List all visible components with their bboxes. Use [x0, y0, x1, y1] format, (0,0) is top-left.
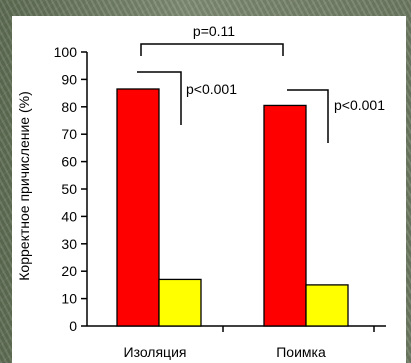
y-axis: 0 10 20 30 40 50 60 70 80 90 100 — [54, 44, 386, 334]
bar-1-1 — [116, 88, 160, 327]
y-tick-label: 50 — [61, 181, 77, 197]
bars — [116, 88, 349, 327]
y-axis-label: Корректное причисление (%) — [16, 91, 32, 280]
bar-2-1 — [263, 104, 307, 327]
bracket-group-1 — [137, 71, 182, 125]
bar-2-2 — [305, 284, 349, 327]
p-value-group-2: p<0.001 — [334, 97, 385, 113]
x-axis-labels: Изоляция Поимка — [124, 344, 326, 360]
p-value-group-1: p<0.001 — [186, 81, 237, 97]
y-tick-label: 30 — [61, 236, 77, 252]
y-tick-label: 70 — [61, 126, 77, 142]
y-tick-label: 60 — [61, 154, 77, 170]
x-tick-label: Поимка — [276, 344, 326, 360]
bracket-between-groups — [140, 43, 284, 56]
significance-brackets: p=0.11 p<0.001 p<0.001 — [137, 23, 385, 143]
y-tick-label: 20 — [61, 263, 77, 279]
y-tick-label: 10 — [61, 291, 77, 307]
x-tick-label: Изоляция — [124, 344, 187, 360]
p-value-between-groups: p=0.11 — [193, 23, 235, 39]
bracket-group-2 — [287, 89, 329, 143]
y-tick-label: 0 — [69, 318, 77, 334]
y-tick-label: 100 — [54, 44, 78, 60]
bar-1-2 — [158, 278, 202, 327]
y-tick-label: 40 — [61, 208, 77, 224]
y-tick-label: 80 — [61, 99, 77, 115]
y-tick-label: 90 — [61, 71, 77, 87]
